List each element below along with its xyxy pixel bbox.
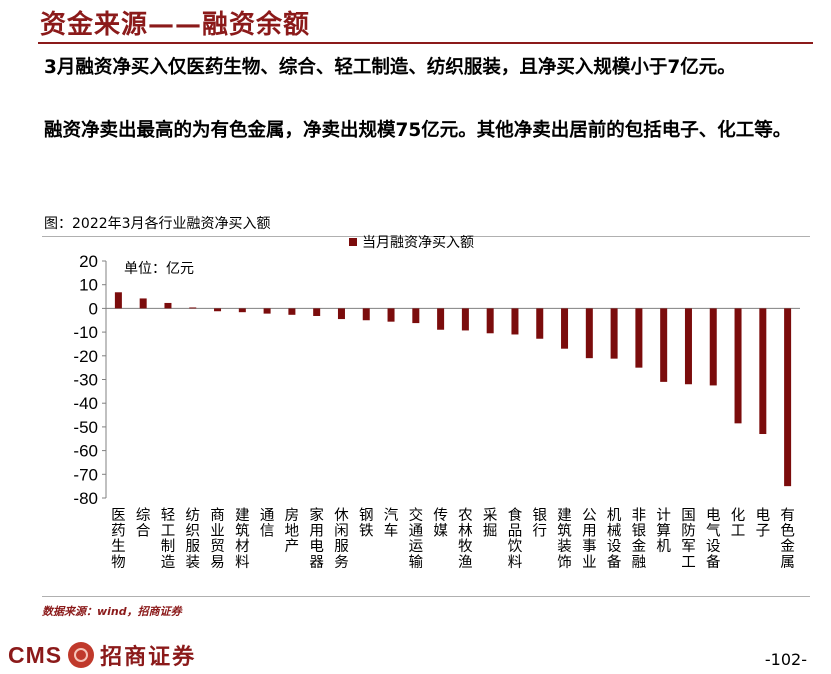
x-category-label: 建筑材料	[235, 507, 250, 571]
bar-3	[189, 307, 197, 309]
y-tick-label: -20	[73, 347, 98, 366]
bar-21	[635, 308, 643, 368]
bar-8	[313, 308, 321, 316]
x-category-label: 房地产	[285, 507, 300, 555]
bar-20	[610, 308, 618, 359]
summary-paragraph-2: 融资净卖出最高的为有色金属，净卖出规模75亿元。其他净卖出居前的包括电子、化工等…	[44, 120, 792, 141]
bar-19	[585, 308, 593, 359]
x-category-label: 建筑装饰	[557, 507, 572, 571]
bar-7	[288, 308, 296, 315]
logo-company-name: 招商证券	[100, 644, 197, 670]
y-tick-label: 0	[89, 299, 98, 318]
x-category-label: 食品饮料	[508, 507, 523, 571]
chart-top-divider	[42, 236, 810, 237]
bar-1	[139, 298, 147, 309]
bar-2	[164, 302, 172, 309]
logo-mark-icon	[68, 642, 95, 668]
x-category-label: 轻工制造	[161, 507, 176, 571]
x-category-label: 通信	[260, 507, 275, 540]
bar-16	[511, 308, 519, 335]
x-category-label: 计算机	[656, 507, 671, 555]
x-category-label: 电子	[756, 507, 771, 540]
y-tick-label: -10	[73, 323, 98, 342]
x-category-label: 综合	[136, 507, 151, 540]
y-tick-label: -40	[73, 394, 98, 413]
bar-11	[387, 308, 395, 322]
summary-paragraph-1: 3月融资净买入仅医药生物、综合、轻工制造、纺织服装，且净买入规模小于7亿元。	[44, 57, 736, 78]
x-category-label: 非银金融	[632, 507, 647, 571]
logo-text: CMS	[8, 641, 63, 668]
bar-23	[684, 308, 692, 385]
y-tick-label: -70	[73, 465, 98, 484]
x-category-label: 商业贸易	[210, 507, 225, 571]
y-tick-label: -80	[73, 489, 98, 508]
x-category-label: 钢铁	[359, 507, 374, 540]
x-category-label: 国防军工	[681, 508, 696, 571]
legend-swatch	[349, 238, 357, 246]
bar-13	[437, 308, 445, 330]
bar-25	[734, 308, 742, 424]
y-tick-label: 10	[79, 276, 98, 295]
chart-caption: 图：2022年3月各行业融资净买入额	[44, 216, 271, 232]
x-category-label: 机械设备	[607, 507, 622, 571]
chart-bottom-divider	[42, 596, 810, 597]
bar-5	[238, 308, 246, 313]
page-number: -102-	[764, 650, 807, 669]
bar-9	[337, 308, 345, 320]
bar-24	[709, 308, 717, 386]
bar-4	[214, 308, 222, 312]
x-category-label: 传媒	[433, 507, 448, 540]
x-category-label: 化工	[731, 507, 746, 540]
bar-12	[412, 308, 420, 324]
legend-label: 当月融资净买入额	[362, 235, 474, 251]
bar-26	[759, 308, 767, 435]
x-category-label: 交通运输	[409, 506, 424, 571]
bar-18	[561, 308, 569, 349]
x-category-label: 电气设备	[706, 507, 721, 571]
page-title: 资金来源——融资余额	[40, 10, 311, 40]
x-category-label: 公用事业	[582, 508, 597, 571]
x-category-label: 有色金属	[780, 507, 795, 571]
x-category-label: 医药生物	[111, 508, 126, 571]
bar-27	[784, 308, 792, 487]
x-category-label: 休闲服务	[334, 507, 349, 571]
x-category-label: 农林牧渔	[458, 507, 473, 571]
unit-label: 单位：亿元	[124, 261, 194, 277]
bar-17	[536, 308, 544, 339]
bar-14	[461, 308, 469, 331]
y-tick-label: -60	[73, 442, 98, 461]
title-divider	[38, 42, 813, 44]
bar-22	[660, 308, 668, 382]
x-category-label: 银行	[533, 507, 548, 540]
x-category-label: 家用电器	[309, 507, 324, 571]
bar-10	[362, 308, 370, 321]
x-category-label: 纺织服装	[186, 507, 201, 571]
y-tick-label: -30	[73, 371, 98, 390]
bar-6	[263, 308, 271, 314]
x-category-label: 汽车	[384, 507, 399, 540]
footer-logo: CMS 招商证券	[8, 640, 197, 671]
bar-15	[486, 308, 494, 334]
y-tick-label: 20	[79, 252, 98, 271]
data-source-note: 数据来源：wind，招商证券	[42, 605, 182, 618]
bar-0	[114, 292, 122, 309]
y-tick-label: -50	[73, 418, 98, 437]
x-category-label: 采掘	[483, 507, 498, 540]
